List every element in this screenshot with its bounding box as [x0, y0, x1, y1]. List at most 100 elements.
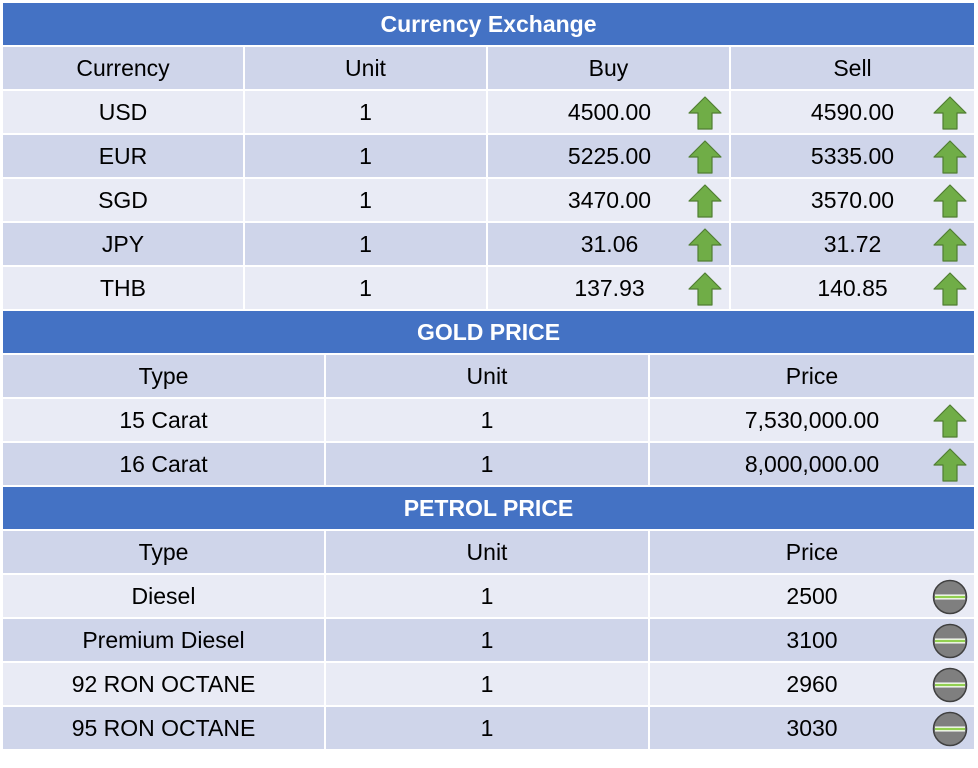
- sell-rate-value: 4590.00: [810, 98, 895, 125]
- petrol-price: 3100: [650, 619, 974, 661]
- unit-cell: 1: [245, 179, 488, 221]
- currency-header-row: Currency Unit Buy Sell: [3, 47, 974, 91]
- buy-rate: 5225.00: [488, 135, 731, 177]
- gold-header-row: Type Unit Price: [3, 355, 974, 399]
- sell-rate: 140.85: [731, 267, 974, 309]
- currency-table-body: USD 1 4500.00 4590.00 EUR 1 5225.00 5335.00 SGD 1…: [3, 91, 974, 311]
- unit-cell: 1: [245, 267, 488, 309]
- unit-cell: 1: [245, 91, 488, 133]
- table-row: JPY 1 31.06 31.72: [3, 223, 974, 267]
- currency-code: USD: [3, 91, 245, 133]
- up-arrow-icon: [687, 227, 723, 263]
- buy-rate-value: 5225.00: [567, 142, 652, 169]
- up-arrow-icon: [687, 183, 723, 219]
- gold-table-body: 15 Carat 1 7,530,000.00 16 Carat 1 8,000,000.…: [3, 399, 974, 487]
- table-row: 95 RON OCTANE 1 3030: [3, 707, 974, 751]
- gold-type: 15 Carat: [3, 399, 326, 441]
- up-arrow-icon: [932, 139, 968, 175]
- currency-code: SGD: [3, 179, 245, 221]
- petrol-type: Premium Diesel: [3, 619, 326, 661]
- sell-rate-value: 5335.00: [810, 142, 895, 169]
- price-column-header: Price: [650, 531, 974, 573]
- sell-rate: 4590.00: [731, 91, 974, 133]
- up-arrow-icon: [687, 95, 723, 131]
- sell-rate: 5335.00: [731, 135, 974, 177]
- sell-rate: 3570.00: [731, 179, 974, 221]
- no-change-icon: [932, 579, 968, 615]
- up-arrow-icon: [932, 403, 968, 439]
- currency-code: JPY: [3, 223, 245, 265]
- sell-rate-value: 140.85: [817, 274, 888, 301]
- buy-rate: 4500.00: [488, 91, 731, 133]
- buy-rate-value: 4500.00: [567, 98, 652, 125]
- petrol-type: 92 RON OCTANE: [3, 663, 326, 705]
- petrol-price: 2960: [650, 663, 974, 705]
- petrol-price: 2500: [650, 575, 974, 617]
- no-change-icon: [932, 623, 968, 659]
- petrol-price-value: 2500: [786, 582, 838, 609]
- sell-rate: 31.72: [731, 223, 974, 265]
- up-arrow-icon: [932, 271, 968, 307]
- gold-price: 7,530,000.00: [650, 399, 974, 441]
- currency-code: EUR: [3, 135, 245, 177]
- currency-column-header: Currency: [3, 47, 245, 89]
- petrol-price-title: PETROL PRICE: [3, 487, 974, 531]
- price-column-header: Price: [650, 355, 974, 397]
- petrol-price-value: 3030: [786, 714, 838, 741]
- unit-cell: 1: [326, 619, 650, 661]
- buy-rate: 3470.00: [488, 179, 731, 221]
- buy-rate: 31.06: [488, 223, 731, 265]
- currency-exchange-title: Currency Exchange: [3, 3, 974, 47]
- up-arrow-icon: [687, 139, 723, 175]
- sell-column-header: Sell: [731, 47, 974, 89]
- gold-price-value: 8,000,000.00: [744, 450, 880, 477]
- no-change-icon: [932, 667, 968, 703]
- gold-type: 16 Carat: [3, 443, 326, 485]
- table-row: THB 1 137.93 140.85: [3, 267, 974, 311]
- currency-code: THB: [3, 267, 245, 309]
- table-row: Premium Diesel 1 3100: [3, 619, 974, 663]
- petrol-price: 3030: [650, 707, 974, 749]
- sell-rate-value: 31.72: [823, 230, 882, 257]
- gold-price-value: 7,530,000.00: [744, 406, 880, 433]
- unit-column-header: Unit: [245, 47, 488, 89]
- no-change-icon: [932, 711, 968, 747]
- unit-cell: 1: [326, 575, 650, 617]
- petrol-price-value: 3100: [786, 626, 838, 653]
- up-arrow-icon: [932, 227, 968, 263]
- type-column-header: Type: [3, 355, 326, 397]
- type-column-header: Type: [3, 531, 326, 573]
- unit-column-header: Unit: [326, 355, 650, 397]
- petrol-type: Diesel: [3, 575, 326, 617]
- petrol-header-row: Type Unit Price: [3, 531, 974, 575]
- buy-rate-value: 3470.00: [567, 186, 652, 213]
- petrol-type: 95 RON OCTANE: [3, 707, 326, 749]
- table-row: 16 Carat 1 8,000,000.00: [3, 443, 974, 487]
- table-row: 92 RON OCTANE 1 2960: [3, 663, 974, 707]
- unit-cell: 1: [245, 135, 488, 177]
- unit-cell: 1: [326, 443, 650, 485]
- buy-rate-value: 31.06: [580, 230, 639, 257]
- unit-cell: 1: [326, 399, 650, 441]
- table-row: 15 Carat 1 7,530,000.00: [3, 399, 974, 443]
- rates-board: Currency Exchange Currency Unit Buy Sell…: [3, 3, 974, 751]
- buy-column-header: Buy: [488, 47, 731, 89]
- sell-rate-value: 3570.00: [810, 186, 895, 213]
- gold-price: 8,000,000.00: [650, 443, 974, 485]
- unit-cell: 1: [326, 663, 650, 705]
- buy-rate: 137.93: [488, 267, 731, 309]
- table-row: SGD 1 3470.00 3570.00: [3, 179, 974, 223]
- table-row: USD 1 4500.00 4590.00: [3, 91, 974, 135]
- up-arrow-icon: [687, 271, 723, 307]
- up-arrow-icon: [932, 95, 968, 131]
- gold-price-title: GOLD PRICE: [3, 311, 974, 355]
- petrol-price-value: 2960: [786, 670, 838, 697]
- up-arrow-icon: [932, 447, 968, 483]
- petrol-table-body: Diesel 1 2500 Premium Diesel 1 3100 92 RON OCT…: [3, 575, 974, 751]
- unit-column-header: Unit: [326, 531, 650, 573]
- table-row: EUR 1 5225.00 5335.00: [3, 135, 974, 179]
- unit-cell: 1: [326, 707, 650, 749]
- buy-rate-value: 137.93: [574, 274, 645, 301]
- up-arrow-icon: [932, 183, 968, 219]
- unit-cell: 1: [245, 223, 488, 265]
